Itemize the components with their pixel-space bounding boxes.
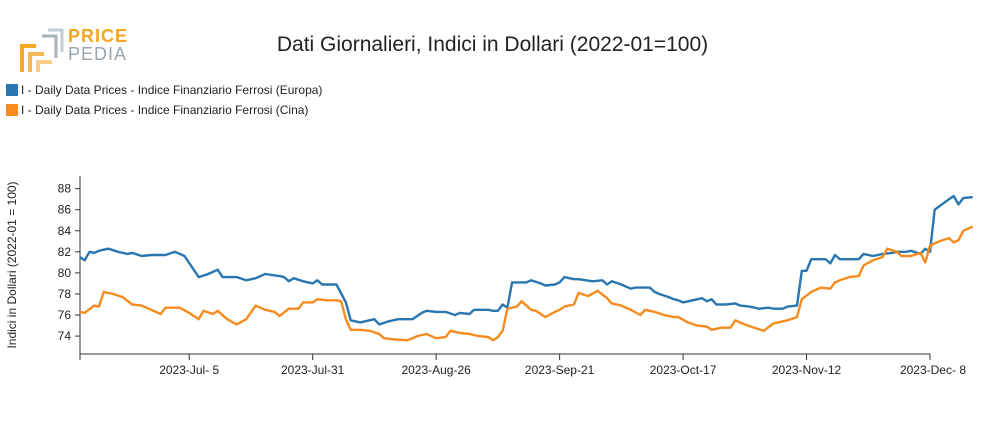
legend-item-europa[interactable]: I - Daily Data Prices - Indice Finanziar…	[6, 80, 322, 100]
x-tick-label: 2023-Sep-21	[525, 363, 595, 377]
logo-mark	[20, 28, 64, 72]
logo-word-pedia: PEDIA	[68, 44, 128, 64]
x-tick-label: 2023-Jul-31	[281, 363, 345, 377]
chart-title: Dati Giornalieri, Indici in Dollari (202…	[276, 33, 709, 56]
axes: 74 76 78 80 82 84 86 88 2023-Jul- 5 2023-Jul-31 20…	[58, 176, 966, 377]
y-axis-label: Indici in Dollari (2022-01 = 100)	[5, 181, 19, 348]
x-tick-label: 2023-Dec- 8	[900, 363, 966, 377]
legend-item-cina[interactable]: I - Daily Data Prices - Indice Finanziar…	[6, 100, 322, 120]
series-line-europa[interactable]	[79, 194, 973, 326]
series-line-cina[interactable]	[79, 225, 974, 342]
logo-word-price: PRICE	[68, 26, 129, 46]
x-tick-label: 2023-Aug-26	[401, 363, 471, 377]
y-tick-label: 76	[58, 308, 72, 322]
y-tick-label: 82	[58, 245, 72, 259]
legend-label-cina: I - Daily Data Prices - Indice Finanziar…	[21, 103, 309, 117]
legend-label-europa: I - Daily Data Prices - Indice Finanziar…	[21, 83, 323, 97]
x-tick-label: 2023-Nov-12	[772, 363, 842, 377]
x-tick-label: 2023-Oct-17	[650, 363, 717, 377]
x-tick-label: 2023-Jul- 5	[159, 363, 219, 377]
legend-swatch-europa	[6, 84, 18, 96]
y-tick-label: 86	[58, 203, 72, 217]
y-tick-label: 74	[58, 329, 72, 343]
y-tick-label: 78	[58, 287, 72, 301]
series-lines	[79, 194, 974, 342]
y-tick-label: 84	[58, 224, 72, 238]
y-tick-label: 88	[58, 182, 72, 196]
y-tick-label: 80	[58, 266, 72, 280]
pricepedia-logo: PRICE PEDIA	[18, 26, 128, 74]
legend-swatch-cina	[6, 104, 18, 116]
legend: I - Daily Data Prices - Indice Finanziar…	[6, 80, 322, 120]
